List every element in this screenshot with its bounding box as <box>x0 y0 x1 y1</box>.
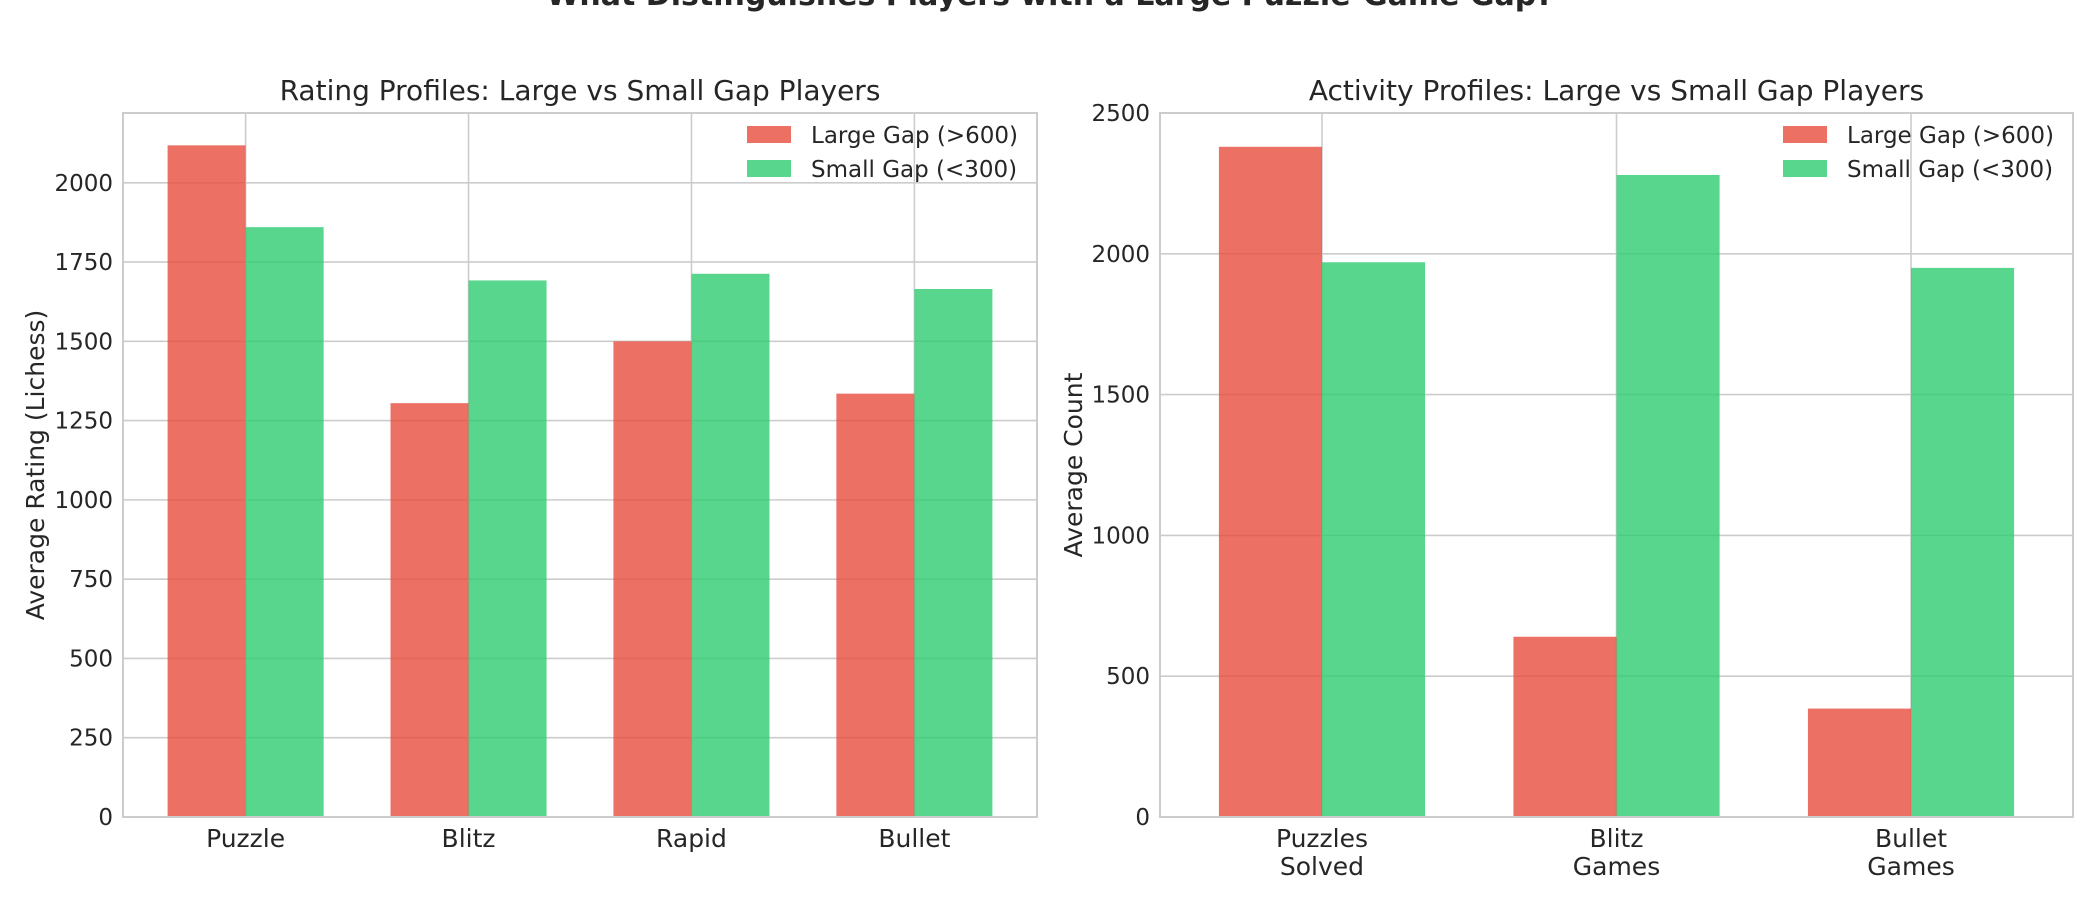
y-tick-label: 1250 <box>54 409 113 435</box>
x-tick-label-line: Puzzles <box>1276 824 1368 853</box>
x-tick-label-line: Blitz <box>1590 824 1644 853</box>
legend: Large Gap (>600) Small Gap (<300) <box>747 123 1018 183</box>
x-tick-label-line: Solved <box>1280 852 1364 881</box>
x-tick-label: Blitz Games <box>1573 824 1660 881</box>
bar-large-gap-puzzles-solved <box>1218 146 1322 818</box>
x-tick-label: Bullet <box>878 824 950 853</box>
bar-large-gap-blitz-games <box>1513 636 1617 817</box>
x-tick-label: Puzzles Solved <box>1276 824 1368 881</box>
y-tick-label: 1500 <box>54 329 113 355</box>
x-tick-label: Bullet Games <box>1867 824 1954 881</box>
bar-large-gap-puzzle <box>167 145 246 817</box>
legend-swatch <box>1783 126 1827 143</box>
y-tick-label: 500 <box>1106 664 1150 690</box>
legend-swatch <box>747 126 791 143</box>
bar-large-gap-bullet <box>836 393 915 817</box>
plot-frame <box>122 112 1038 818</box>
y-axis-label: Average Rating (Lichess) <box>21 310 50 621</box>
y-tick-label: 750 <box>69 567 113 593</box>
legend-label: Large Gap (>600) <box>1847 123 2054 149</box>
x-tick-label-line: Blitz <box>442 824 496 853</box>
rating-profiles-chart: 0 250 500 750 1000 1250 1500 1750 2000 Puzzle Blit… <box>21 74 1038 853</box>
legend: Large Gap (>600) Small Gap (<300) <box>1783 123 2054 183</box>
y-axis-label: Average Count <box>1059 372 1088 557</box>
x-tick-label-line: Bullet <box>1875 824 1947 853</box>
x-tick-label: Rapid <box>656 824 727 853</box>
x-tick-label-line: Games <box>1867 852 1954 881</box>
x-tick-label: Puzzle <box>206 824 285 853</box>
bar-small-gap-blitz <box>468 280 547 817</box>
bar-small-gap-bullet-games <box>1911 267 2015 817</box>
legend-label: Large Gap (>600) <box>811 123 1018 149</box>
y-tick-label: 2000 <box>54 171 113 197</box>
legend-swatch <box>1783 160 1827 177</box>
bar-small-gap-rapid <box>691 273 770 817</box>
chart-title: Rating Profiles: Large vs Small Gap Play… <box>280 74 881 107</box>
x-tick-label: Blitz <box>442 824 496 853</box>
chart-title: Activity Profiles: Large vs Small Gap Pl… <box>1309 74 1924 107</box>
y-tick-label: 0 <box>1135 805 1150 831</box>
x-tick-label-line: Games <box>1573 852 1660 881</box>
bar-small-gap-puzzles-solved <box>1321 262 1426 817</box>
y-tick-label: 2500 <box>1091 101 1150 127</box>
legend-label: Small Gap (<300) <box>1847 157 2053 183</box>
bar-small-gap-puzzle <box>245 227 324 817</box>
y-tick-label: 250 <box>69 726 113 752</box>
plot-frame <box>1159 112 2074 818</box>
y-tick-label: 1750 <box>54 250 113 276</box>
figure-suptitle: What Distinguishes Players with a Large … <box>0 0 2100 13</box>
x-tick-label-line: Rapid <box>656 824 727 853</box>
y-tick-label: 1000 <box>54 488 113 514</box>
legend-swatch <box>747 160 791 177</box>
x-tick-label-line: Bullet <box>878 824 950 853</box>
y-tick-label: 1000 <box>1091 523 1150 549</box>
bar-large-gap-rapid <box>613 341 692 817</box>
y-tick-label: 2000 <box>1091 242 1150 268</box>
bar-small-gap-bullet <box>914 289 993 817</box>
x-tick-label-line: Puzzle <box>206 824 285 853</box>
bar-small-gap-blitz-games <box>1616 174 1720 817</box>
bar-large-gap-blitz <box>390 403 469 817</box>
y-tick-label: 500 <box>69 646 113 672</box>
bar-large-gap-bullet-games <box>1807 708 1912 817</box>
y-tick-label: 0 <box>98 805 113 831</box>
y-tick-label: 1500 <box>1091 383 1150 409</box>
legend-label: Small Gap (<300) <box>811 157 1017 183</box>
